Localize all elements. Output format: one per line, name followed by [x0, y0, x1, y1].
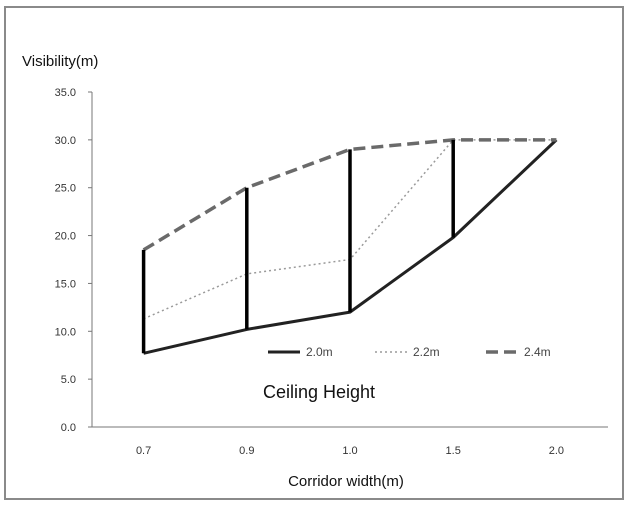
y-tick-label: 15.0 — [55, 278, 76, 290]
axes: 0.0 5.0 10.0 15.0 20.0 25.0 30.0 35.0 0.7 0.9 1.0 1… — [55, 87, 608, 457]
legend: 2.0m 2.2m 2.4m — [268, 345, 551, 359]
ceiling-height-annotation: Ceiling Height — [263, 382, 375, 402]
x-tick-label: 0.7 — [136, 445, 151, 457]
y-axis-title: Visibility(m) — [22, 53, 98, 70]
y-tick-label: 20.0 — [55, 231, 76, 243]
y-tick-label: 35.0 — [55, 87, 76, 99]
legend-label: 2.2m — [413, 345, 440, 359]
y-tick-label: 5.0 — [61, 374, 76, 386]
x-axis-title: Corridor width(m) — [288, 473, 404, 490]
y-tick-label: 30.0 — [55, 135, 76, 147]
x-tick-label: 0.9 — [239, 445, 254, 457]
legend-label: 2.4m — [524, 345, 551, 359]
x-tick-label: 1.5 — [446, 445, 461, 457]
y-tick-label: 0.0 — [61, 422, 76, 434]
range-bars — [141, 139, 455, 354]
legend-label: 2.0m — [306, 345, 333, 359]
x-tick-label: 1.0 — [342, 445, 357, 457]
y-tick-label: 25.0 — [55, 183, 76, 195]
chart-frame: Visibility(m) Corridor width(m) Ceiling … — [4, 6, 624, 500]
chart-svg: Visibility(m) Corridor width(m) Ceiling … — [22, 53, 608, 490]
y-tick-label: 10.0 — [55, 326, 76, 338]
series-line-2-4m — [142, 138, 557, 252]
x-tick-label: 2.0 — [549, 445, 564, 457]
